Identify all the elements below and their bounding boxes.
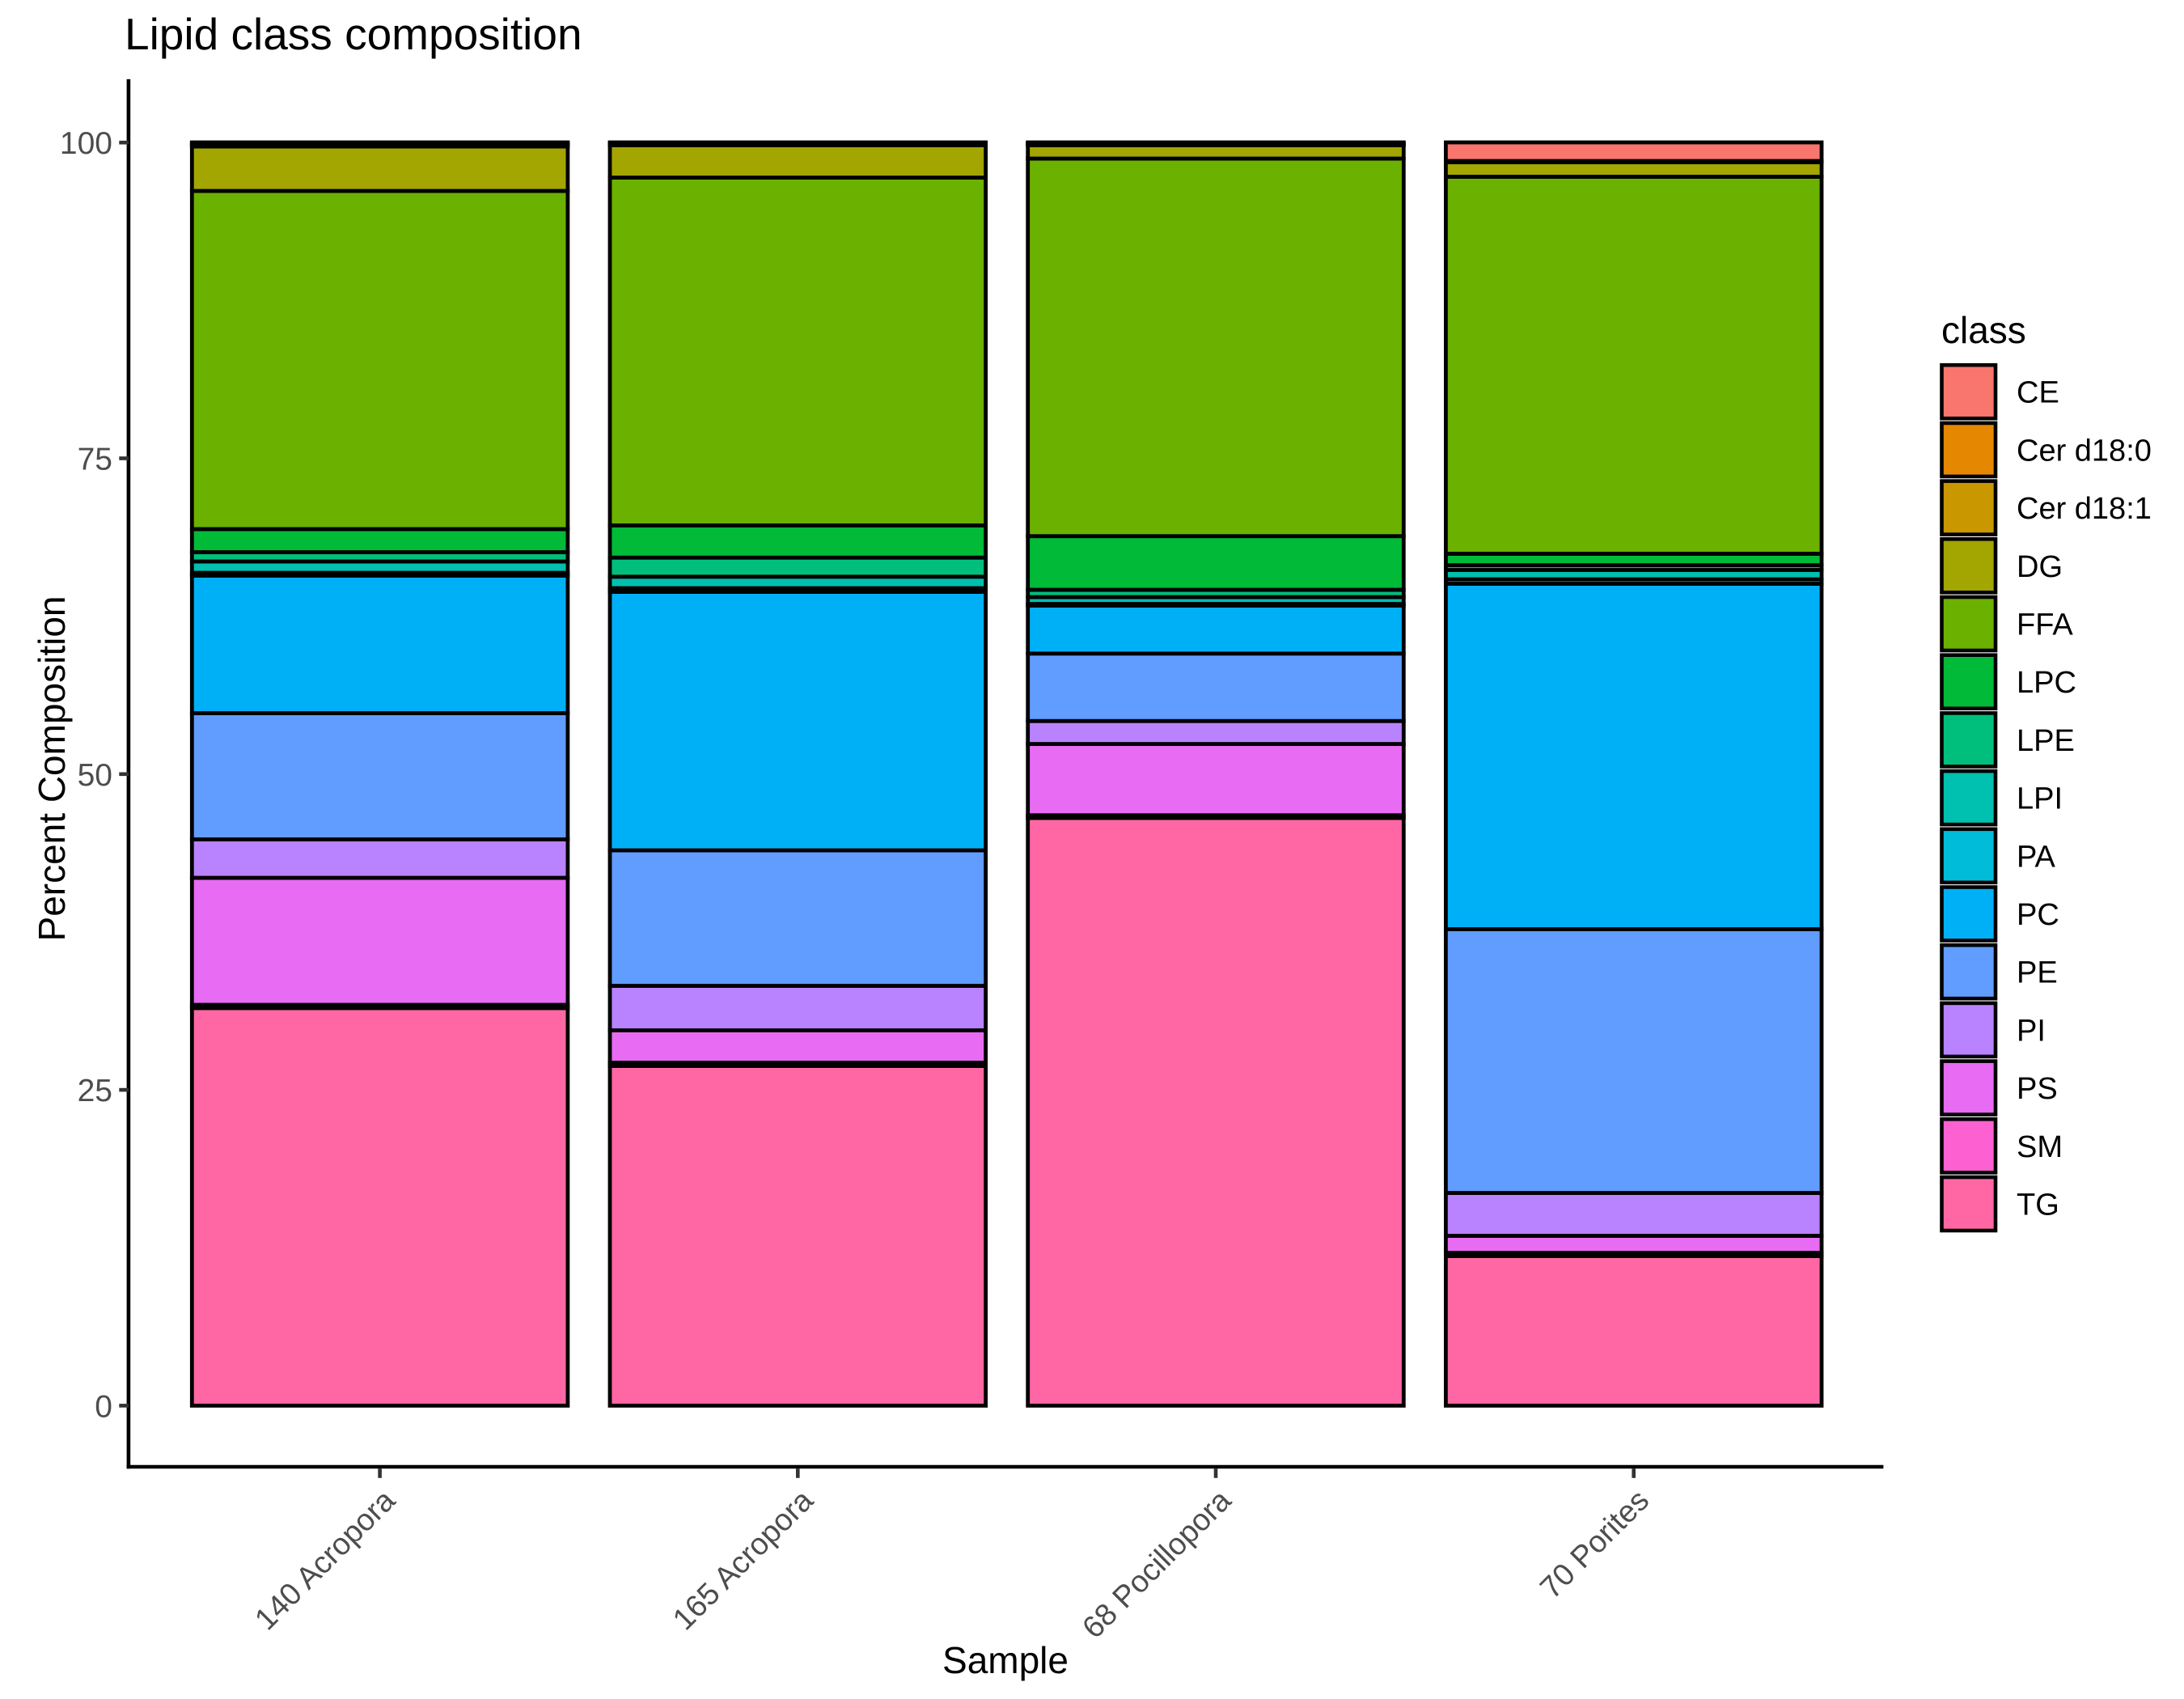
svg-text:LPC: LPC (2017, 666, 2076, 700)
svg-text:PS: PS (2017, 1072, 2058, 1106)
svg-text:class: class (1941, 309, 2026, 351)
svg-text:75: 75 (78, 443, 112, 477)
svg-text:TG: TG (2017, 1188, 2059, 1222)
svg-text:LPE: LPE (2017, 724, 2075, 758)
svg-text:0: 0 (95, 1389, 112, 1424)
svg-text:PI: PI (2017, 1014, 2046, 1048)
svg-text:SM: SM (2017, 1130, 2063, 1164)
svg-text:Cer d18:1: Cer d18:1 (2017, 492, 2152, 526)
svg-text:100: 100 (60, 126, 112, 161)
svg-text:PE: PE (2017, 956, 2058, 990)
svg-text:PC: PC (2017, 898, 2059, 932)
svg-text:CE: CE (2017, 376, 2059, 410)
svg-text:50: 50 (78, 758, 112, 793)
svg-text:Lipid class composition: Lipid class composition (125, 9, 582, 59)
svg-text:FFA: FFA (2017, 608, 2073, 642)
svg-text:LPI: LPI (2017, 782, 2063, 816)
svg-text:PA: PA (2017, 840, 2056, 874)
svg-text:DG: DG (2017, 550, 2063, 584)
svg-text:Percent Composition: Percent Composition (31, 596, 73, 942)
svg-text:25: 25 (78, 1074, 112, 1108)
svg-text:Cer d18:0: Cer d18:0 (2017, 434, 2152, 468)
svg-text:Sample: Sample (942, 1639, 1069, 1681)
